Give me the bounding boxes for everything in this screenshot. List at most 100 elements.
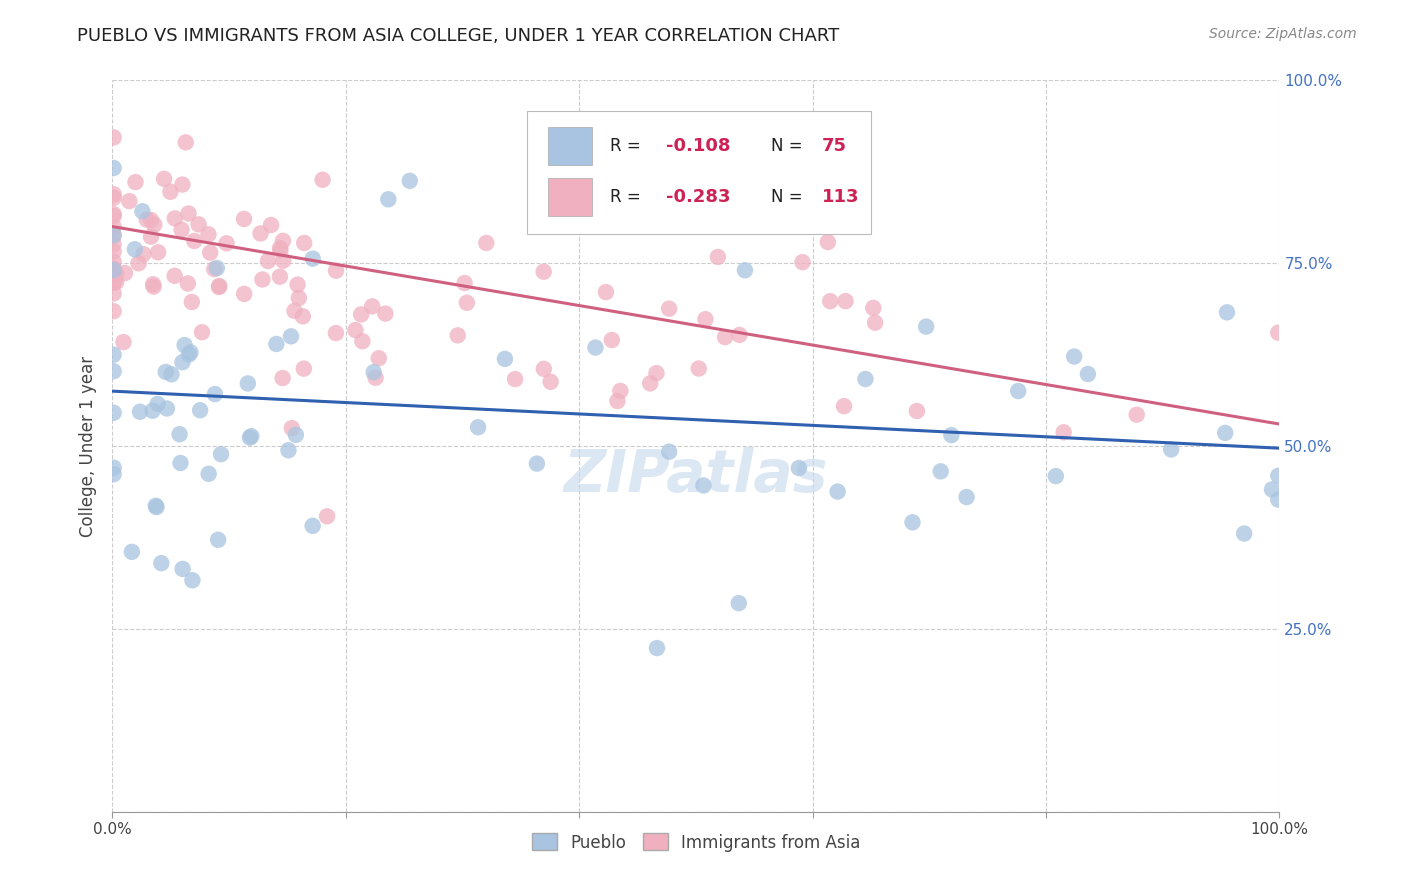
Point <box>252 272 274 286</box>
Point <box>692 478 714 492</box>
Point <box>202 262 225 277</box>
Point <box>103 265 125 279</box>
Point <box>609 384 631 398</box>
Point <box>204 387 226 401</box>
Point <box>915 319 938 334</box>
Point <box>142 403 165 417</box>
Point <box>170 223 193 237</box>
Point <box>160 368 183 382</box>
Point <box>146 245 169 260</box>
Point <box>658 301 681 316</box>
Point <box>352 334 374 348</box>
Point <box>827 484 849 499</box>
Point <box>173 338 195 352</box>
Point <box>447 328 470 343</box>
Point <box>132 247 155 261</box>
Point <box>287 277 309 292</box>
Point <box>103 130 125 145</box>
FancyBboxPatch shape <box>548 127 592 165</box>
Point <box>344 323 367 337</box>
Point <box>103 209 125 223</box>
Point <box>284 427 307 442</box>
Point <box>105 267 128 281</box>
Point <box>901 516 924 530</box>
Point <box>180 295 202 310</box>
Text: -0.283: -0.283 <box>665 188 730 206</box>
Point <box>121 545 143 559</box>
Point <box>103 406 125 420</box>
Text: 75: 75 <box>823 137 846 155</box>
Point <box>728 327 751 342</box>
Point <box>124 242 146 256</box>
Point <box>174 136 197 150</box>
Point <box>103 460 125 475</box>
Point <box>467 420 489 434</box>
Point <box>103 244 125 259</box>
Point <box>103 161 125 175</box>
Point <box>142 277 165 292</box>
Point <box>103 254 125 268</box>
Point <box>533 362 555 376</box>
Point <box>103 263 125 277</box>
Point <box>177 206 200 220</box>
Point <box>283 304 305 318</box>
Point <box>787 461 810 475</box>
Point <box>103 207 125 221</box>
Point <box>118 194 141 208</box>
Point <box>163 268 186 283</box>
Point <box>503 372 526 386</box>
Point <box>377 192 399 206</box>
Point <box>374 307 396 321</box>
Point <box>271 234 294 248</box>
Point <box>1007 384 1029 398</box>
Point <box>602 134 624 148</box>
Point <box>288 291 311 305</box>
Point <box>172 562 194 576</box>
Point <box>540 375 562 389</box>
Point <box>941 428 963 442</box>
Point <box>281 421 304 435</box>
Text: N =: N = <box>770 188 807 206</box>
Point <box>260 218 283 232</box>
Point <box>139 229 162 244</box>
Point <box>177 277 200 291</box>
Point <box>205 260 228 275</box>
Point <box>233 211 256 226</box>
Point <box>183 234 205 248</box>
Text: R =: R = <box>610 137 645 155</box>
Point <box>863 316 886 330</box>
Point <box>707 250 730 264</box>
Point <box>398 174 420 188</box>
Point <box>103 220 125 235</box>
Point <box>792 255 814 269</box>
FancyBboxPatch shape <box>527 111 870 234</box>
Point <box>1125 408 1147 422</box>
Point <box>112 335 135 350</box>
Point <box>159 185 181 199</box>
Point <box>155 365 177 379</box>
Point <box>277 443 299 458</box>
Point <box>301 252 323 266</box>
Point <box>1267 468 1289 483</box>
Point <box>209 447 232 461</box>
Point <box>153 172 176 186</box>
Point <box>929 464 952 478</box>
Point <box>494 351 516 366</box>
Point <box>1063 350 1085 364</box>
Point <box>325 263 347 277</box>
Point <box>150 556 173 570</box>
Point <box>818 294 841 309</box>
Point <box>325 326 347 340</box>
Point <box>129 405 152 419</box>
Point <box>271 371 294 385</box>
Point <box>606 394 628 409</box>
Point <box>645 641 668 656</box>
Text: PUEBLO VS IMMIGRANTS FROM ASIA COLLEGE, UNDER 1 YEAR CORRELATION CHART: PUEBLO VS IMMIGRANTS FROM ASIA COLLEGE, … <box>77 27 839 45</box>
Point <box>475 235 498 250</box>
Point <box>1261 483 1284 497</box>
Point <box>103 276 125 290</box>
Point <box>269 244 291 258</box>
Point <box>103 348 125 362</box>
Text: Source: ZipAtlas.com: Source: ZipAtlas.com <box>1209 27 1357 41</box>
Point <box>191 325 214 339</box>
